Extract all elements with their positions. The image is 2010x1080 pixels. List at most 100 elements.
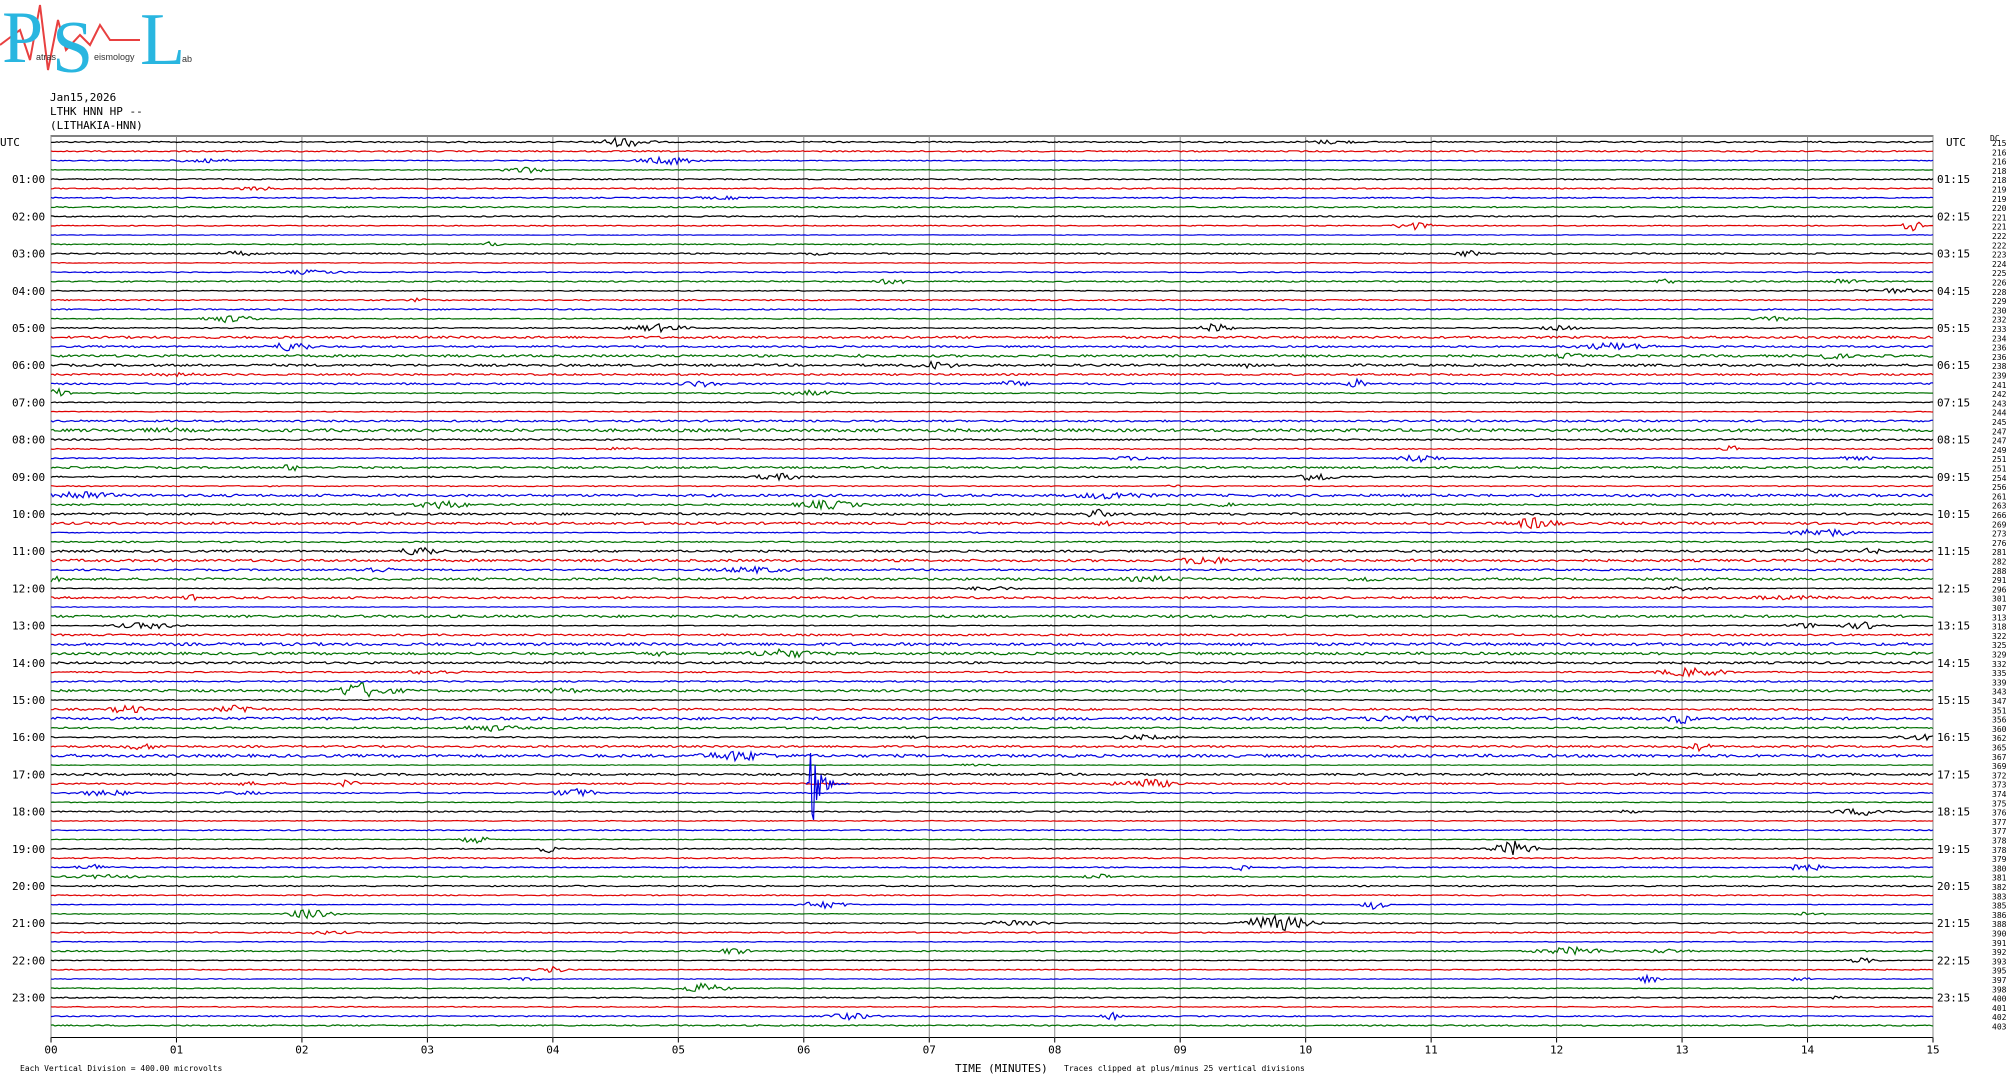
row-number: 224 <box>1992 260 2007 269</box>
row-number: 381 <box>1992 874 2007 883</box>
row-number: 230 <box>1992 306 2007 315</box>
left-hour-label: 19:00 <box>12 843 45 856</box>
right-hour-label: 11:15 <box>1937 545 1970 558</box>
row-number: 377 <box>1992 827 2007 836</box>
row-number: 220 <box>1992 204 2007 213</box>
row-number: 234 <box>1992 334 2007 343</box>
x-tick-label: 00 <box>44 1044 57 1057</box>
trace <box>50 742 1934 753</box>
row-number: 241 <box>1992 381 2007 390</box>
x-tick-label: 05 <box>672 1044 685 1057</box>
row-number: 385 <box>1992 902 2007 911</box>
trace <box>50 666 1934 678</box>
row-number: 379 <box>1992 855 2007 864</box>
row-number: 322 <box>1992 632 2007 641</box>
trace <box>50 836 1934 845</box>
row-number: 219 <box>1992 195 2007 204</box>
logo-letter: S <box>52 7 93 89</box>
trace <box>50 177 1934 181</box>
trace <box>50 965 1934 974</box>
right-hour-label: 01:15 <box>1937 173 1970 186</box>
trace <box>50 261 1933 264</box>
row-number: 376 <box>1992 809 2007 818</box>
row-number: 343 <box>1992 688 2007 697</box>
trace <box>50 297 1934 303</box>
trace <box>50 633 1934 637</box>
row-number: 390 <box>1992 930 2007 939</box>
row-number: 225 <box>1992 269 2007 278</box>
row-number: 229 <box>1992 297 2007 306</box>
left-hour-label: 14:00 <box>12 657 45 670</box>
trace <box>50 387 1933 397</box>
row-number: 282 <box>1992 558 2007 567</box>
trace <box>50 995 1934 1000</box>
trace <box>50 221 1934 232</box>
row-number: 218 <box>1992 176 2007 185</box>
row-number: 221 <box>1992 213 2007 222</box>
row-number: 395 <box>1992 967 2007 976</box>
row-number: 360 <box>1992 725 2007 734</box>
row-number: 256 <box>1992 483 2007 492</box>
left-hour-label: 08:00 <box>12 434 45 447</box>
row-number: 373 <box>1992 781 2007 790</box>
x-tick-label: 13 <box>1675 1044 1688 1057</box>
trace <box>51 940 1934 943</box>
row-number: 215 <box>1992 139 2007 148</box>
trace <box>50 308 1934 311</box>
row-number: 273 <box>1992 530 2007 539</box>
row-number: 233 <box>1992 325 2007 334</box>
left-hour-label: 11:00 <box>12 545 45 558</box>
right-hour-label: 23:15 <box>1937 992 1970 1005</box>
trace <box>50 155 1934 166</box>
trace <box>50 750 1934 763</box>
row-number: 301 <box>1992 595 2007 604</box>
left-hour-label: 20:00 <box>12 880 45 893</box>
trace <box>50 574 1934 583</box>
row-number: 238 <box>1992 362 2007 371</box>
row-number: 243 <box>1992 399 2007 408</box>
x-tick-label: 15 <box>1926 1044 1939 1057</box>
trace <box>50 840 1934 856</box>
row-number: 367 <box>1992 753 2007 762</box>
trace <box>50 234 1934 236</box>
row-number: 226 <box>1992 279 2007 288</box>
trace <box>50 801 1934 804</box>
trace <box>50 787 1934 798</box>
row-number: 247 <box>1992 427 2007 436</box>
left-hour-label: 22:00 <box>12 954 45 967</box>
trace <box>50 419 1934 423</box>
trace <box>50 763 1934 767</box>
x-tick-label: 02 <box>295 1044 308 1057</box>
x-tick-label: 09 <box>1174 1044 1187 1057</box>
right-hour-label: 19:15 <box>1937 843 1970 856</box>
trace <box>51 704 1934 714</box>
trace <box>50 593 1934 602</box>
trace <box>50 498 1934 511</box>
trace <box>50 614 1934 619</box>
right-hour-label: 20:15 <box>1937 880 1970 893</box>
trace <box>50 945 1934 956</box>
left-hour-label: 23:00 <box>12 992 45 1005</box>
trace <box>50 973 1934 985</box>
logo-word: atras <box>36 52 57 62</box>
row-number: 232 <box>1992 316 2007 325</box>
x-tick-label: 07 <box>923 1044 936 1057</box>
row-number: 269 <box>1992 520 2007 529</box>
trace <box>50 401 1933 404</box>
traces <box>50 136 1934 1027</box>
row-number: 339 <box>1992 678 2007 687</box>
trace <box>50 352 1934 360</box>
row-number: 219 <box>1992 186 2007 195</box>
trace <box>50 1024 1934 1027</box>
row-number: 375 <box>1992 799 2007 808</box>
trace <box>50 585 1934 592</box>
trace <box>50 565 1934 575</box>
trace <box>50 241 1934 247</box>
row-number: 263 <box>1992 502 2007 511</box>
trace <box>50 698 1934 702</box>
header-date: Jan15,2026 <box>50 91 116 104</box>
dc-label: DC <box>1990 134 2000 143</box>
trace <box>50 1011 1934 1022</box>
row-number: 221 <box>1992 223 2007 232</box>
right-hour-label: 17:15 <box>1937 768 1970 781</box>
